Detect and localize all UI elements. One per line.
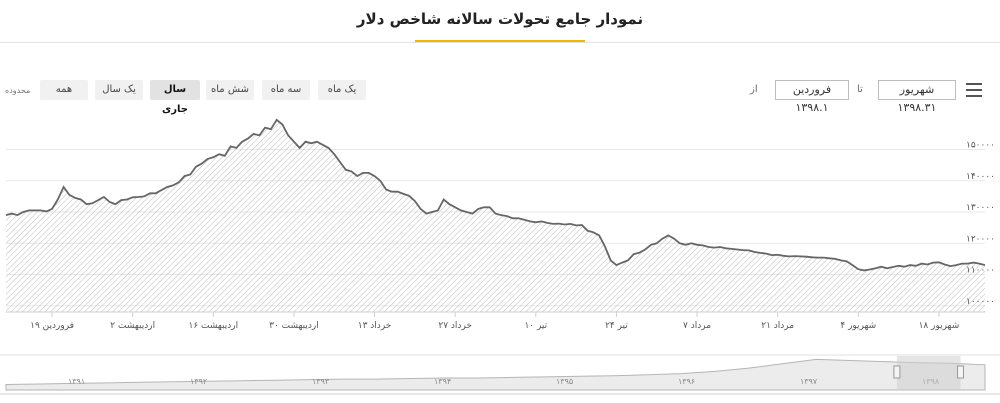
x-tick-label: اردیبهشت ۲ — [110, 321, 155, 331]
x-tick-label: خرداد ۲۷ — [438, 321, 472, 331]
x-tick-label: مرداد ۲۱ — [761, 321, 794, 331]
y-tick-label: ۱۳۰۰۰۰ — [966, 203, 995, 213]
x-tick-label: شهریور ۴ — [840, 321, 876, 331]
hamburger-menu-icon[interactable] — [966, 83, 982, 97]
page-title: نمودار جامع تحولات سالانه شاخص دلار — [356, 10, 644, 28]
x-tick-label: تیر ۱۰ — [524, 321, 547, 331]
x-tick-label: تیر ۲۴ — [605, 321, 628, 331]
range-label: محدوده — [5, 86, 31, 95]
navigator-year-label: ۱۳۹۲ — [190, 377, 207, 386]
navigator-handle[interactable] — [893, 365, 901, 379]
navigator-area — [5, 358, 986, 391]
range-button-one-year[interactable]: یک سال — [95, 80, 143, 100]
range-button-all[interactable]: همه — [40, 80, 88, 100]
range-button-current-year[interactable]: سال جاری — [150, 80, 200, 115]
x-tick-label: اردیبهشت ۳۰ — [269, 321, 319, 331]
from-separator-label: از — [750, 84, 758, 95]
navigator-selection[interactable] — [896, 356, 961, 390]
y-tick-label: ۱۱۰۰۰۰ — [966, 266, 995, 276]
x-tick-label: اردیبهشت ۱۶ — [189, 321, 239, 331]
range-button-one-month[interactable]: یک ماه — [318, 80, 366, 100]
navigator-year-label: ۱۳۹۱ — [68, 377, 85, 386]
range-button-three-months[interactable]: سه ماه — [262, 80, 310, 100]
x-tick-label: شهریور ۱۸ — [919, 321, 960, 331]
area-fill — [6, 119, 985, 312]
to-date-input[interactable]: شهریور ۱۳۹۸.۳۱ — [878, 80, 956, 114]
y-tick-label: ۱۰۰۰۰۰ — [966, 297, 995, 307]
range-button-six-months[interactable]: شش ماه — [206, 80, 254, 100]
series-line[interactable] — [5, 118, 986, 272]
y-tick-label: ۱۲۰۰۰۰ — [966, 234, 995, 244]
to-separator-label: تا — [857, 84, 863, 95]
x-tick-label: خرداد ۱۳ — [358, 321, 392, 331]
y-tick-label: ۱۴۰۰۰۰ — [966, 172, 995, 182]
navigator-year-label: ۱۳۹۷ — [800, 377, 818, 386]
navigator-year-label: ۱۳۹۴ — [434, 377, 451, 386]
navigator-year-label: ۱۳۹۳ — [312, 377, 330, 386]
y-tick-label: ۱۵۰۰۰۰ — [966, 141, 995, 151]
x-tick-label: فروردین ۱۹ — [30, 321, 74, 331]
x-tick-label: مرداد ۷ — [683, 321, 711, 331]
title-underline — [415, 40, 585, 43]
navigator-year-label: ۱۳۹۶ — [678, 377, 695, 386]
from-date-input[interactable]: فروردین ۱۳۹۸.۱ — [775, 80, 849, 114]
header-divider — [0, 42, 1000, 43]
navigator-year-label: ۱۳۹۵ — [556, 377, 573, 386]
navigator-handle[interactable] — [957, 365, 965, 379]
